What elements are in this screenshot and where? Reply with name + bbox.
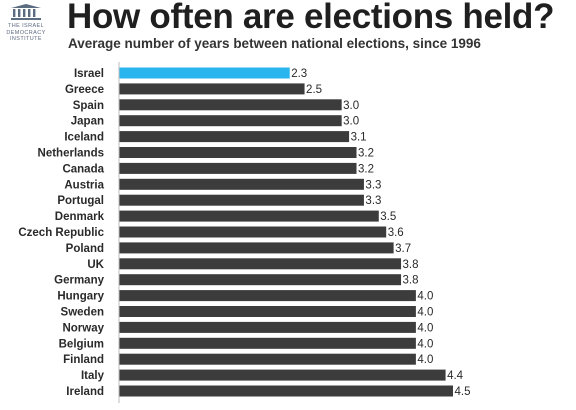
category-label: Italy: [81, 370, 105, 382]
category-label: Spain: [73, 100, 104, 112]
value-label: 3.3: [365, 195, 381, 207]
institute-logo-icon: [11, 4, 41, 20]
bar: [119, 242, 394, 254]
bar: [119, 321, 416, 333]
category-label: Israel: [74, 68, 104, 80]
value-label: 3.5: [380, 211, 396, 223]
category-label: Hungary: [57, 291, 104, 303]
category-label: Japan: [71, 116, 104, 128]
bar: [119, 115, 342, 127]
value-label: 3.6: [388, 227, 404, 239]
category-label: Sweden: [61, 307, 104, 319]
chart-title: How often are elections held?: [67, 0, 555, 36]
bar: [119, 258, 402, 270]
value-label: 4.0: [417, 307, 433, 319]
category-label: Netherlands: [38, 148, 104, 160]
value-label: 4.0: [417, 354, 433, 366]
chart-subtitle: Average number of years between national…: [68, 36, 481, 51]
bar: [119, 210, 379, 222]
bar: [119, 99, 342, 111]
value-label: 3.1: [351, 132, 367, 144]
value-label: 3.8: [403, 259, 419, 271]
bar: [119, 147, 357, 158]
category-label: Ireland: [66, 386, 104, 398]
value-label: 2.5: [306, 84, 322, 96]
bar: [119, 306, 416, 317]
bar: [119, 162, 357, 174]
bar: [119, 290, 416, 302]
category-label: Poland: [66, 243, 104, 255]
value-label: 4.5: [455, 386, 471, 398]
category-label: Germany: [54, 275, 104, 287]
value-label: 3.0: [343, 116, 359, 128]
bar: [119, 83, 305, 95]
value-label: 2.3: [291, 68, 307, 80]
value-label: 4.4: [447, 370, 464, 382]
value-label: 3.3: [365, 179, 381, 191]
logo-text-line: INSTITUTE: [9, 36, 43, 42]
value-label: 4.0: [417, 291, 433, 303]
bar: [119, 385, 453, 397]
value-label: 3.2: [358, 148, 374, 160]
bar: [119, 369, 446, 381]
bar: [119, 194, 364, 206]
bar-chart: Israel 2.3 Greece 2.5 Spain 3.0 Japan 3.0 Icelan…: [18, 62, 471, 403]
category-label: Iceland: [64, 132, 104, 144]
logo-text: THE ISRAEL DEMOCRACY INSTITUTE: [6, 23, 46, 43]
value-label: 4.0: [417, 322, 433, 334]
bar: [119, 178, 364, 190]
category-label: Canada: [62, 163, 104, 175]
category-label: Finland: [63, 354, 104, 366]
bar: [119, 353, 416, 365]
bar: [119, 67, 290, 79]
category-label: Greece: [65, 84, 104, 96]
value-label: 3.0: [343, 100, 359, 112]
value-label: 4.0: [417, 338, 433, 350]
value-label: 3.2: [358, 163, 374, 175]
value-label: 3.8: [403, 275, 419, 287]
category-label: Czech Republic: [18, 227, 104, 239]
bar: [119, 274, 402, 286]
logo-text-line: THE ISRAEL: [7, 23, 45, 29]
category-label: Portugal: [57, 195, 104, 207]
category-label: UK: [87, 259, 104, 271]
logo: THE ISRAEL DEMOCRACY INSTITUTE: [6, 4, 58, 43]
bar: [119, 337, 416, 349]
category-label: Austria: [64, 179, 104, 191]
bar: [119, 226, 387, 238]
category-label: Denmark: [55, 211, 105, 223]
logo-text-line: DEMOCRACY: [6, 29, 46, 36]
category-label: Belgium: [59, 338, 104, 350]
category-label: Norway: [62, 322, 104, 334]
value-label: 3.7: [395, 243, 411, 255]
bar: [119, 131, 350, 143]
